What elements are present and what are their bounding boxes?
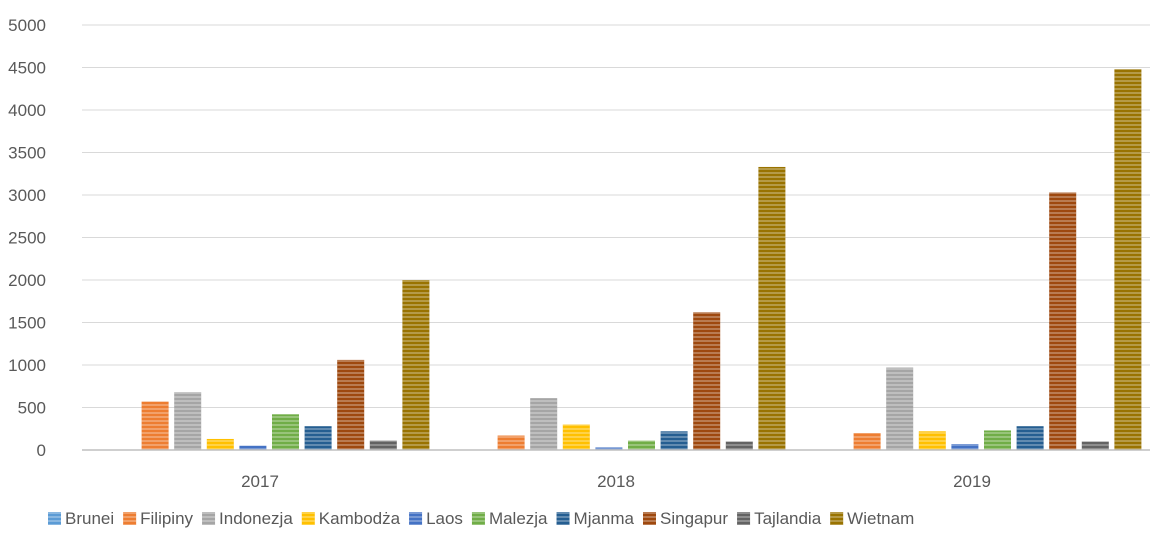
legend-swatch-texture — [737, 512, 751, 525]
legend-item-singapur: Singapur — [660, 509, 728, 528]
y-tick-label: 1000 — [8, 356, 46, 375]
y-tick-label: 5000 — [8, 16, 46, 35]
legend-swatch-texture — [301, 512, 315, 525]
legend-swatch-texture — [123, 512, 137, 525]
bar-texture — [1016, 426, 1044, 450]
y-axis-ticks: 0 500 1000 1500 2000 2500 3000 3500 4000 4500 5000 — [8, 16, 46, 460]
bar-texture — [497, 435, 525, 450]
bar-texture — [304, 426, 332, 450]
bar-texture — [628, 440, 655, 450]
bar-texture — [951, 444, 979, 450]
bar-texture — [562, 424, 590, 450]
y-tick-label: 2500 — [8, 229, 46, 248]
legend-swatch-texture — [409, 512, 423, 525]
legend-swatch-texture — [202, 512, 216, 525]
legend-item-malezja: Malezja — [489, 509, 548, 528]
legend-item-indonezja: Indonezja — [219, 509, 293, 528]
x-axis: 2017 2018 2019 — [82, 449, 1150, 491]
legend-item-laos: Laos — [426, 509, 463, 528]
legend-item-tajlandia: Tajlandia — [754, 509, 822, 528]
bar-texture — [530, 398, 558, 450]
bar-texture — [886, 367, 914, 450]
bar-texture — [918, 431, 946, 450]
bar-texture — [272, 414, 299, 450]
bar-texture — [693, 312, 721, 450]
y-tick-label: 4500 — [8, 59, 46, 78]
y-tick-label: 2000 — [8, 271, 46, 290]
legend-swatch-texture — [471, 512, 485, 525]
legend-item-mjanma: Mjanma — [574, 509, 635, 528]
bar-texture — [369, 440, 397, 450]
bar-texture — [1049, 192, 1077, 450]
legend-item-wietnam: Wietnam — [847, 509, 914, 528]
legend-item-brunei: Brunei — [65, 509, 114, 528]
x-tick-label: 2017 — [241, 472, 279, 491]
y-tick-label: 500 — [18, 399, 46, 418]
bar-texture — [725, 441, 753, 450]
legend-swatch-texture — [643, 512, 656, 525]
bar-texture — [853, 433, 881, 450]
legend: Brunei Filipiny Indonezja Kambodża Laos Malez… — [48, 509, 914, 528]
legend-item-kambodża: Kambodża — [319, 509, 401, 528]
bar-texture — [206, 438, 234, 450]
bar-texture — [141, 401, 169, 450]
y-tick-label: 3500 — [8, 144, 46, 163]
bar-texture — [758, 166, 786, 450]
bar-texture — [1114, 69, 1142, 450]
y-tick-label: 4000 — [8, 101, 46, 120]
y-tick-label: 0 — [37, 441, 46, 460]
x-tick-label: 2019 — [953, 472, 991, 491]
legend-swatch-texture — [830, 512, 844, 525]
bar-texture — [984, 430, 1011, 450]
legend-swatch-texture — [48, 512, 61, 525]
bars — [141, 69, 1142, 450]
bar-texture — [660, 431, 688, 450]
legend-item-filipiny: Filipiny — [140, 509, 193, 528]
bar-texture — [1081, 441, 1109, 450]
y-tick-label: 3000 — [8, 186, 46, 205]
legend-swatch-texture — [556, 512, 570, 525]
y-tick-label: 1500 — [8, 314, 46, 333]
x-tick-label: 2018 — [597, 472, 635, 491]
bar-texture — [595, 447, 623, 450]
bar-texture — [402, 280, 430, 450]
gridlines — [82, 24, 1150, 408]
bar-texture — [174, 392, 202, 450]
bar-texture — [337, 359, 365, 450]
bar-texture — [239, 445, 267, 450]
